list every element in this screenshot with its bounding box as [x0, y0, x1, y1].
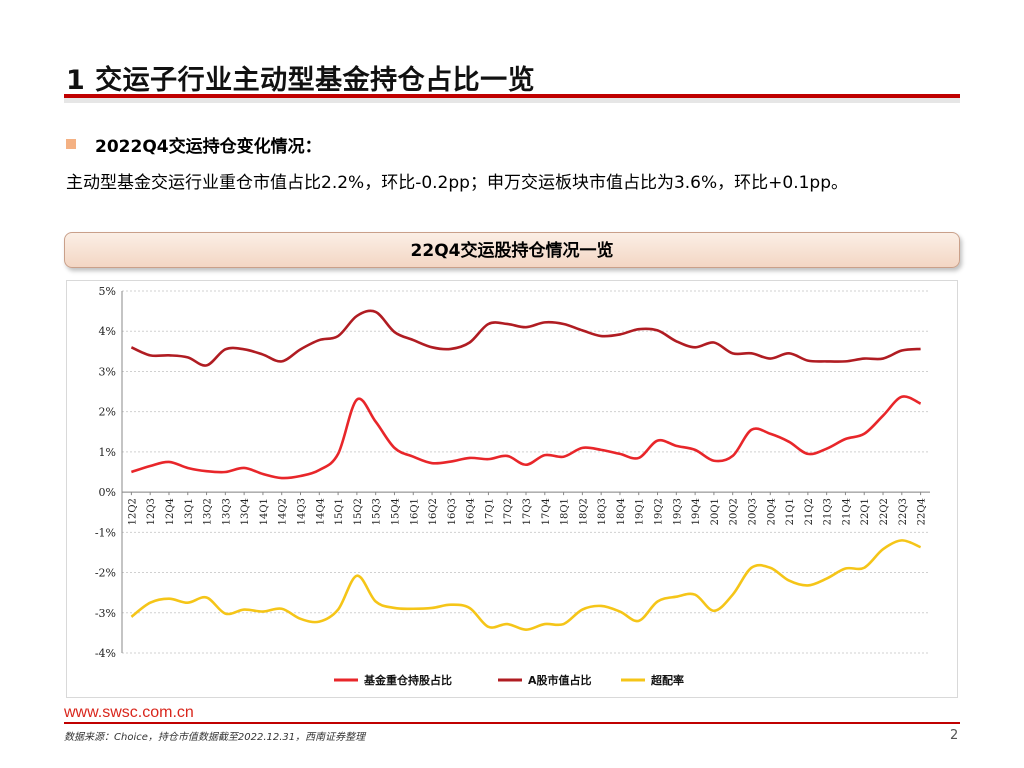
x-tick-label: 20Q1: [710, 498, 721, 525]
line-chart: 5% 4% 3% 2% 1% 0% -1% -2% -3% -4% 12Q2 12Q3 12Q4 13Q1…: [95, 285, 930, 687]
x-tick-label: 15Q4: [390, 498, 401, 525]
x-tick-label: 22Q4: [917, 498, 928, 525]
y-tick-label: 3%: [99, 365, 116, 378]
title-rule-shadow: [64, 98, 960, 103]
x-tick-label: 18Q3: [597, 498, 608, 525]
summary-text: 主动型基金交运行业重仓市值占比2.2%，环比-0.2pp；申万交运板块市值占比为…: [66, 173, 848, 193]
x-tick-label: 20Q2: [729, 498, 740, 525]
x-tick-label: 12Q2: [127, 498, 138, 525]
x-tick-label: 20Q3: [747, 498, 758, 525]
x-tick-label: 20Q4: [766, 498, 777, 525]
y-tick-label: -4%: [95, 647, 116, 660]
x-tick-label: 14Q2: [278, 498, 289, 525]
series-line-2: [130, 309, 921, 367]
chart-banner: 22Q4交运股持仓情况一览: [64, 232, 960, 268]
x-tick-label: 21Q3: [823, 498, 834, 525]
x-tick-label: 17Q2: [503, 498, 514, 525]
x-tick-label: 16Q1: [409, 498, 420, 525]
x-tick-label: 14Q3: [297, 498, 308, 525]
legend-label: 基金重仓持股占比: [363, 673, 452, 687]
x-tick-label: 19Q4: [691, 498, 702, 525]
x-tick-label: 22Q2: [879, 498, 890, 525]
series-line-1: [130, 395, 922, 480]
series-line-3: [130, 539, 922, 631]
x-tick-label: 21Q1: [785, 498, 796, 525]
x-tick-label: 17Q3: [522, 498, 533, 525]
x-tick-label: 21Q2: [804, 498, 815, 525]
legend-label: 超配率: [650, 673, 684, 687]
y-tick-label: -3%: [95, 607, 116, 620]
x-tick-label: 16Q2: [428, 498, 439, 525]
y-tick-label: 1%: [99, 446, 116, 459]
subheading: 2022Q4交运持仓变化情况：: [95, 137, 322, 157]
chart-frame: [66, 280, 958, 698]
footer-rule: [64, 722, 960, 724]
x-tick-label: 19Q2: [654, 498, 665, 525]
x-tick-label: 13Q1: [184, 498, 195, 525]
y-tick-label: -2%: [95, 567, 116, 580]
bullet-square-icon: [66, 139, 76, 149]
x-tick-label: 13Q2: [203, 498, 214, 525]
x-tick-label: 19Q1: [635, 498, 646, 525]
footer-url[interactable]: www.swsc.com.cn: [64, 704, 194, 721]
title-rule: [64, 94, 960, 98]
x-tick-label: 16Q3: [447, 498, 458, 525]
x-tick-label: 19Q3: [672, 498, 683, 525]
y-tick-label: -1%: [95, 526, 116, 539]
x-tick-label: 15Q1: [334, 498, 345, 525]
x-tick-label: 15Q3: [372, 498, 383, 525]
source-note: 数据来源：Choice，持仓市值数据截至2022.12.31，西南证券整理: [64, 732, 366, 743]
x-tick-label: 16Q4: [466, 498, 477, 525]
x-tick-label: 13Q3: [221, 498, 232, 525]
x-tick-label: 18Q4: [616, 498, 627, 525]
x-tick-label: 17Q4: [541, 498, 552, 525]
y-tick-label: 4%: [99, 325, 116, 338]
x-tick-label: 22Q3: [898, 498, 909, 525]
x-tick-label: 15Q2: [353, 498, 364, 525]
legend-label: A股市值占比: [528, 673, 592, 687]
x-tick-label: 13Q4: [240, 498, 251, 525]
x-tick-label: 14Q1: [259, 498, 270, 525]
x-tick-label: 18Q1: [560, 498, 571, 525]
y-tick-label: 2%: [99, 406, 116, 419]
x-tick-label: 21Q4: [841, 498, 852, 525]
x-tick-label: 12Q4: [165, 498, 176, 525]
x-tick-label: 12Q3: [146, 498, 157, 525]
y-tick-label: 5%: [99, 285, 116, 298]
x-tick-label: 17Q1: [484, 498, 495, 525]
page-number: 2: [950, 728, 959, 743]
slide-title: 1 交运子行业主动型基金持仓占比一览: [66, 65, 536, 96]
x-tick-label: 22Q1: [860, 498, 871, 525]
x-tick-label: 18Q2: [578, 498, 589, 525]
x-tick-label: 14Q4: [315, 498, 326, 525]
y-tick-label: 0%: [99, 486, 116, 499]
